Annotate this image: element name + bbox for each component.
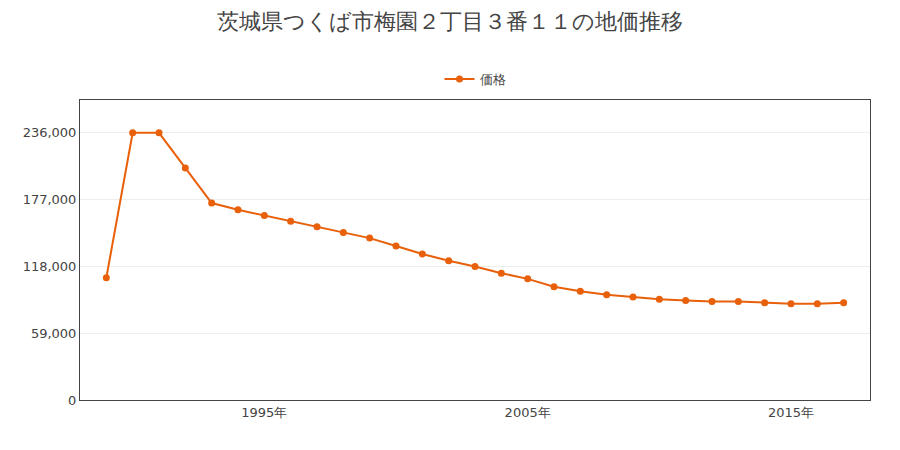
svg-text:177,000: 177,000	[23, 192, 77, 207]
svg-text:2015年: 2015年	[768, 405, 814, 420]
svg-text:1995年: 1995年	[241, 405, 287, 420]
svg-text:2005年: 2005年	[505, 405, 551, 420]
svg-text:茨城県つくば市梅園２丁目３番１１の地価推移: 茨城県つくば市梅園２丁目３番１１の地価推移	[217, 9, 683, 34]
svg-text:236,000: 236,000	[23, 125, 77, 140]
svg-text:0: 0	[68, 393, 76, 408]
svg-text:59,000: 59,000	[31, 326, 77, 341]
svg-text:価格: 価格	[480, 72, 506, 87]
svg-text:118,000: 118,000	[23, 259, 77, 274]
